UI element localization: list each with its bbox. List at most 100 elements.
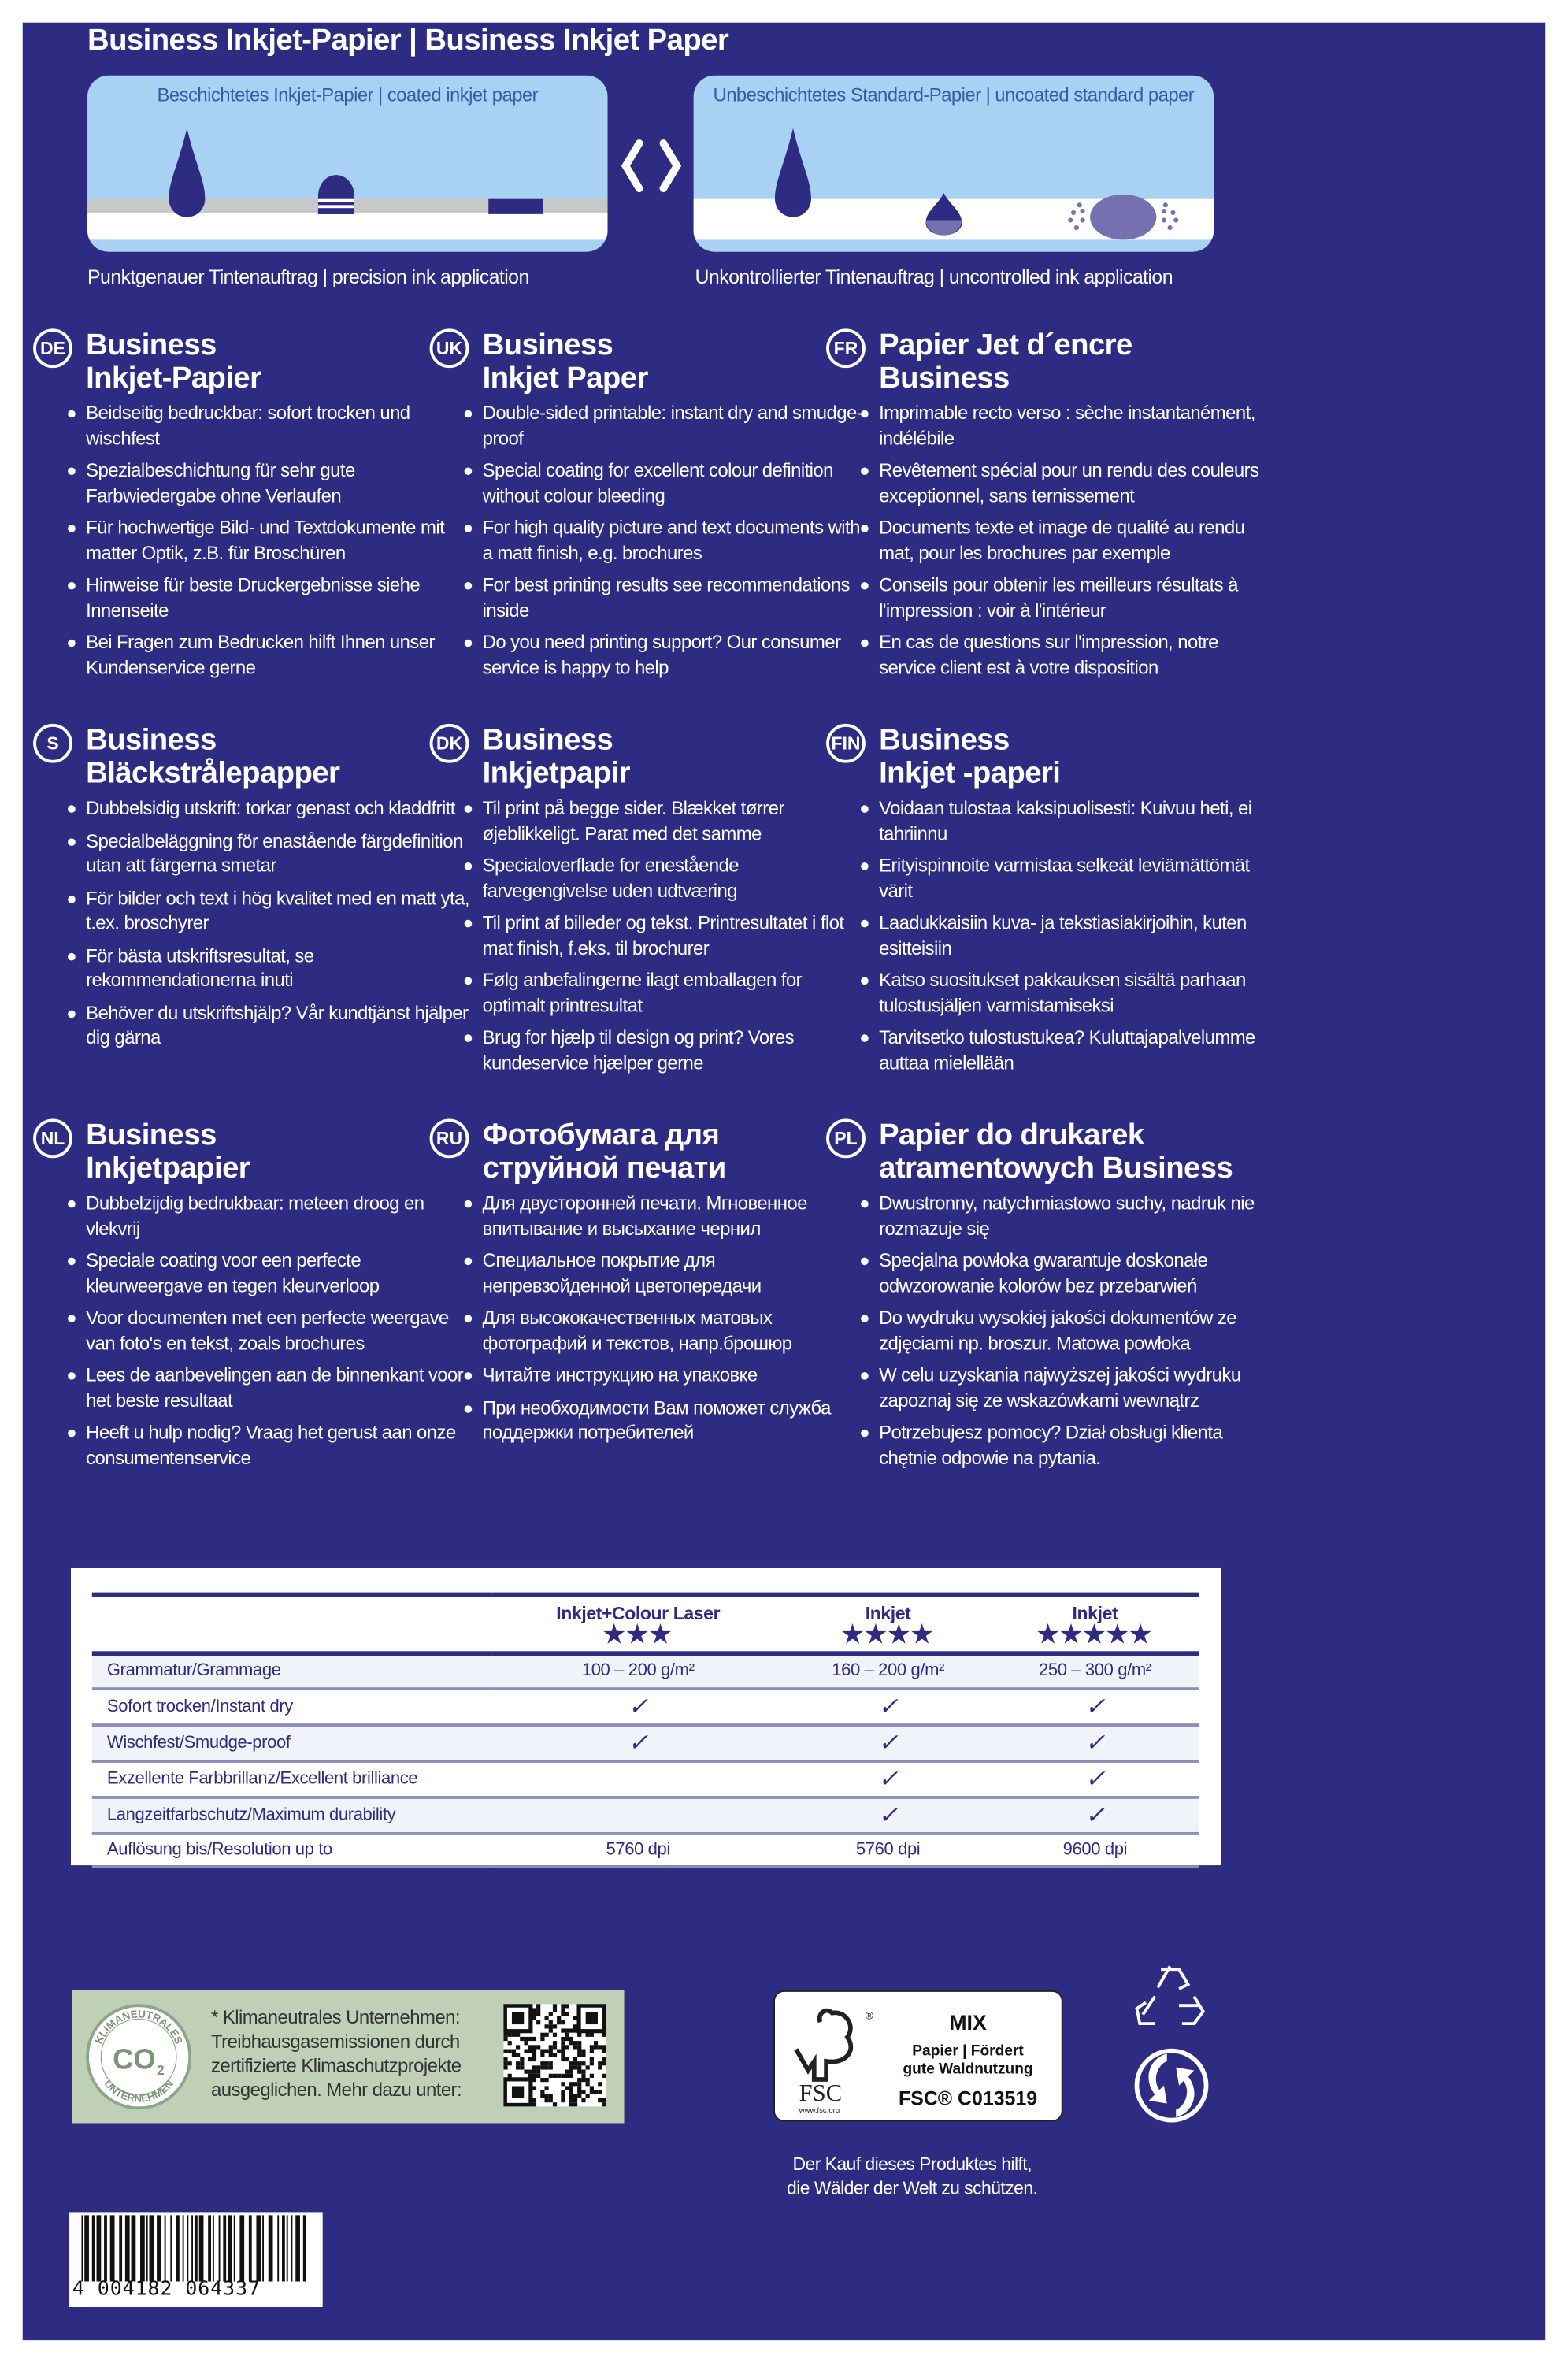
section-title: Фотобумага для струйной печати: [482, 1118, 727, 1185]
feature-bullet: Für hochwertige Bild- und Textdokumente …: [68, 516, 470, 566]
green-dot-icon: [1134, 2048, 1209, 2123]
language-section-fin: FIN Business Inkjet -paperi Voidaan tulost…: [826, 723, 1263, 1083]
feature-bullet: Specialoverflade for enestående farvegen…: [464, 854, 867, 903]
coated-paper-diagram: Beschichtetes Inkjet-Papier | coated ink…: [87, 75, 608, 252]
feature-bullet: For best printing results see recommenda…: [464, 573, 867, 622]
rating-stars: ★★★: [603, 1622, 673, 1649]
fsc-label: FSC www.fsc.org ® MIX Papier | Fördert g…: [773, 1990, 1063, 2122]
svg-text:CO: CO: [113, 2043, 156, 2076]
feature-bullet: W celu uzyskania najwyższej jakości wydr…: [861, 1363, 1263, 1413]
feature-bullet: Voor documenten met een perfecte weergav…: [68, 1306, 470, 1356]
cell-value: 160 – 200 g/m²: [784, 1653, 992, 1690]
barcode-bars: [81, 2215, 306, 2282]
check-icon: ✓: [784, 1797, 992, 1834]
feature-bullet: При необходимости Вам поможет служба под…: [464, 1396, 867, 1445]
svg-text:2: 2: [157, 2062, 165, 2078]
feature-bullet: Do you need printing support? Our consum…: [464, 630, 867, 680]
language-badge: PL: [826, 1118, 866, 1159]
section-title: Papier do drukarek atramentowych Business: [879, 1118, 1233, 1185]
feature-bullet: Potrzebujesz pomocy? Dział obsługi klien…: [861, 1420, 1263, 1470]
feature-bullet: Heeft u hulp nodig? Vraag het gerust aan…: [68, 1420, 470, 1470]
section-title: Business Inkjet-Papier: [86, 328, 261, 395]
cell-value: 100 – 200 g/m²: [491, 1653, 785, 1690]
uncoated-paper-label: Unbeschichtetes Standard-Papier | uncoat…: [713, 84, 1195, 106]
svg-text:FSC: FSC: [799, 2079, 842, 2106]
feature-bullet: Dubbelsidig utskrift: torkar genast och …: [68, 796, 470, 822]
feature-bullet: Revêtement spécial pour un rendu des cou…: [861, 458, 1263, 508]
feature-bullet: Conseils pour obtenir les meilleurs résu…: [861, 573, 1263, 622]
coated-caption: Punktgenauer Tintenauftrag | precision i…: [87, 265, 529, 288]
check-icon: ✓: [784, 1688, 992, 1727]
row-label: Wischfest/Smudge-proof: [91, 1724, 492, 1762]
language-badge: RU: [429, 1118, 469, 1159]
section-title: Business Inkjetpapier: [86, 1118, 250, 1185]
fsc-tree-logo: FSC www.fsc.org ®: [794, 2008, 873, 2113]
feature-bullet: Double-sided printable: instant dry and …: [464, 401, 867, 451]
table-row: Exzellente Farbbrillanz/Excellent brilli…: [91, 1760, 1199, 1798]
check-icon: ✓: [991, 1724, 1199, 1762]
check-icon: ✓: [491, 1724, 785, 1762]
language-section-pl: PL Papier do drukarek atramentowych Busin…: [826, 1118, 1263, 1478]
check-icon: ✓: [491, 1688, 785, 1727]
feature-bullet: För bilder och text i hög kvalitet med e…: [68, 886, 470, 936]
feature-bullet: Special coating for excellent colour def…: [464, 458, 867, 508]
feature-bullet: Følg anbefalingerne ilagt emballagen for…: [464, 968, 867, 1018]
table-row: Auflösung bis/Resolution up to 5760 dpi 57…: [91, 1832, 1199, 1868]
check-icon: ✓: [784, 1760, 992, 1798]
barcode: 4 004182 064337: [69, 2212, 323, 2308]
ink-drop-icons: [169, 128, 543, 217]
package-back-panel: [22, 22, 1546, 2341]
climate-neutral-text: * Klimaneutrales Unternehmen: Treibhausga…: [211, 2007, 462, 2101]
feature-bullet: Tarvitsetko tulostustukea? Kuluttajapalv…: [861, 1026, 1263, 1075]
feature-bullet: Til print af billeder og tekst. Printres…: [464, 911, 867, 960]
section-title: Business Bläckstrålepapper: [86, 723, 340, 791]
cell-value: 9600 dpi: [991, 1832, 1199, 1868]
feature-bullet: Specjalna powłoka gwarantuje doskonałe o…: [861, 1248, 1263, 1298]
column-header: Inkjet ★★★★★: [991, 1592, 1199, 1656]
table-row: Langzeitfarbschutz/Maximum durability ✓ ✓: [91, 1797, 1199, 1834]
feature-bullet: Laadukkaisiin kuva- ja tekstiasiakirjoih…: [861, 911, 1263, 960]
language-badge: UK: [429, 328, 469, 369]
language-badge: NL: [33, 1118, 72, 1159]
recycle-icon: [1135, 1965, 1205, 2026]
section-title: Business Inkjet Paper: [482, 328, 649, 395]
page-title: Business Inkjet-Papier | Business Inkjet…: [87, 24, 729, 57]
feature-bullet: Lees de aanbevelingen aan de binnenkant …: [68, 1363, 470, 1413]
language-badge: DE: [33, 328, 72, 369]
language-section-de: DE Business Inkjet-Papier Beidseitig bedru…: [33, 328, 470, 688]
climate-neutral-box: KLIMANEUTRALES UNTERNEHMEN CO 2 * Klimane…: [72, 1990, 625, 2124]
feature-bullet: För bästa utskriftsresultat, se rekommen…: [68, 943, 470, 992]
feature-bullet: Brug for hjælp til design og print? Vore…: [464, 1026, 867, 1075]
feature-bullet: Специальное покрытие для непревзойденной…: [464, 1248, 867, 1298]
row-label: Sofort trocken/Instant dry: [91, 1688, 492, 1727]
row-label: Langzeitfarbschutz/Maximum durability: [91, 1797, 492, 1834]
product-comparison-table: Inkjet+Colour Laser ★★★ Inkjet ★★★★ Inkjet…: [70, 1567, 1221, 1868]
paper-layer: [87, 212, 608, 240]
uncoated-paper-diagram: Unbeschichtetes Standard-Papier | uncoat…: [693, 75, 1214, 252]
feature-bullet: Dwustronny, natychmiastowo suchy, nadruk…: [861, 1191, 1263, 1241]
language-badge: FR: [826, 328, 866, 369]
coated-paper-label: Beschichtetes Inkjet-Papier | coated ink…: [157, 84, 539, 106]
language-badge: DK: [429, 723, 469, 763]
check-icon: ✓: [991, 1797, 1199, 1834]
feature-bullet: Bei Fragen zum Bedrucken hilft Ihnen uns…: [68, 630, 470, 680]
ink-spread-icons: [775, 128, 1179, 240]
language-badge: S: [33, 723, 72, 763]
language-section-nl: NL Business Inkjetpapier Dubbelzijdig bedr…: [33, 1118, 470, 1478]
check-icon: ✓: [784, 1724, 992, 1762]
feature-bullet: Katso suositukset pakkauksen sisältä par…: [861, 968, 1263, 1018]
feature-bullet: Spezialbeschichtung für sehr gute Farbwi…: [68, 458, 470, 508]
cell-value: [491, 1797, 785, 1834]
barcode-number: 4 004182 064337: [72, 2278, 261, 2302]
table-row: Sofort trocken/Instant dry ✓ ✓ ✓: [91, 1688, 1199, 1727]
language-section-s: S Business Bläckstrålepapper Dubbelsidig u…: [33, 723, 470, 1058]
row-label: Auflösung bis/Resolution up to: [91, 1832, 492, 1868]
cell-value: 5760 dpi: [491, 1832, 785, 1868]
qr-code[interactable]: [503, 2004, 606, 2107]
feature-bullet: Documents texte et image de qualité au r…: [861, 516, 1263, 566]
feature-bullet: Voidaan tulostaa kaksipuolisesti: Kuivuu…: [861, 796, 1263, 846]
column-header: Inkjet+Colour Laser ★★★: [491, 1592, 785, 1656]
svg-text:®: ®: [866, 2009, 873, 2021]
column-header: Inkjet ★★★★: [784, 1592, 992, 1656]
feature-bullet: Читайте инструкцию на упаковке: [464, 1363, 867, 1389]
